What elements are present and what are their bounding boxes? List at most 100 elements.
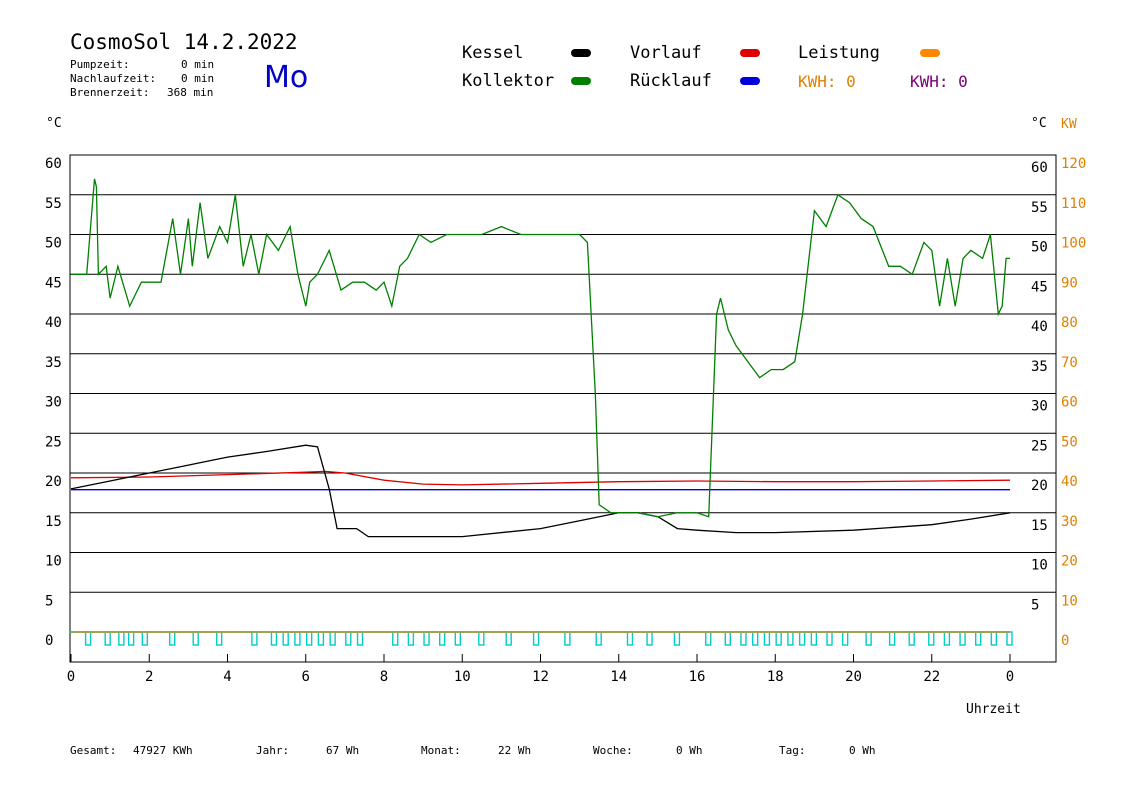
pump-mark [407,631,415,646]
y-tick-right: 40 [1031,319,1048,335]
total-value: 47927 KWh [133,744,193,757]
legend-leistung: Leistung [798,43,880,63]
x-tick-label: 4 [223,669,231,685]
legend-kollektor-swatch [571,77,591,85]
x-axis-label: Uhrzeit [966,702,1021,717]
pump-mark [84,631,92,646]
pump-mark [975,631,982,646]
x-tick-label: 0 [1006,669,1014,685]
y-tick-right: 20 [1031,478,1048,494]
series-kessel [70,444,1011,538]
week-label: Woche: [593,744,633,757]
month-value: 22 Wh [498,744,532,757]
pump-mark [908,631,915,646]
y-tick-left: 45 [45,275,62,291]
y-tick-right: 50 [1031,240,1048,256]
pump-time-label: Pumpzeit: [70,58,130,71]
pump-mark [192,631,199,646]
pump-mark [392,631,399,646]
pump-mark [888,631,896,646]
pump-mark [751,631,759,646]
left-axis-unit: °C [46,116,62,131]
x-tick-label: 22 [923,669,940,685]
after-run-label: Nachlaufzeit: [70,72,157,85]
total-label: Gesamt: [70,744,117,757]
pump-mark [169,631,176,646]
weekday-label: Mo [264,60,309,95]
day-label: Tag: [779,744,806,757]
legend-kollektor: Kollektor [462,71,555,91]
pump-mark [118,631,125,646]
kwh-purple: KWH: 0 [910,72,968,91]
y-tick-right: 45 [1031,279,1048,295]
year-label: Jahr: [256,744,290,757]
y-tick-right: 5 [1031,597,1039,613]
y2-tick: 50 [1061,434,1078,450]
y2-tick: 0 [1061,633,1069,649]
x-tick-label: 12 [532,669,549,685]
y-tick-right: 30 [1031,399,1048,415]
pump-mark [763,631,771,646]
pump-mark [505,631,512,646]
after-run-value: 0 min [181,72,215,85]
pump-mark [595,631,602,646]
legend-kessel-swatch [571,49,591,57]
pump-mark [478,631,485,646]
chart-title: CosmoSol 14.2.2022 [70,30,298,54]
y2-tick: 90 [1061,275,1078,291]
y-tick-left: 50 [45,236,62,252]
y-tick-right: 15 [1031,518,1048,534]
legend-ruecklauf-swatch [740,77,760,85]
y-tick-left: 60 [45,156,62,172]
series-vorlauf [70,470,1011,486]
pump-mark [294,631,301,646]
pump-mark [251,631,258,646]
y-tick-left: 40 [45,315,62,331]
day-value: 0 Wh [849,744,876,757]
y-tick-left: 15 [45,514,62,530]
pump-mark [282,631,289,646]
y-tick-right: 60 [1031,160,1048,176]
y2-tick: 60 [1061,395,1078,411]
week-value: 0 Wh [676,744,703,757]
x-tick-label: 6 [302,669,310,685]
pump-mark [345,631,352,646]
legend-leistung-swatch [920,49,940,57]
pump-mark [841,631,849,646]
y-tick-right: 55 [1031,200,1048,216]
pump-mark [990,631,998,646]
y2-tick: 30 [1061,514,1078,530]
pump-mark [104,631,111,646]
pump-mark [787,631,794,646]
pump-mark [626,631,634,646]
y2-tick: 70 [1061,355,1078,371]
pump-time-value: 0 min [181,58,215,71]
month-label: Monat: [421,744,461,757]
pump-mark [127,631,135,646]
legend-kessel: Kessel [462,43,524,63]
y2-tick: 40 [1061,474,1078,490]
y-tick-left: 0 [45,633,53,649]
y-tick-right: 10 [1031,558,1048,574]
y-tick-left: 20 [45,474,62,490]
y-tick-left: 30 [45,395,62,411]
pump-mark [646,631,653,646]
pump-mark [959,631,966,646]
legend-vorlauf: Vorlauf [630,43,702,63]
pump-mark [943,631,951,646]
pump-mark [724,631,731,646]
pump-mark [329,631,336,646]
pump-mark [356,631,364,646]
y2-tick: 100 [1061,236,1086,252]
pump-mark [865,631,872,646]
y-tick-left: 10 [45,554,62,570]
x-tick-label: 16 [689,669,706,685]
burner-time-label: Brennerzeit: [70,86,150,99]
y2-tick: 110 [1061,196,1086,212]
pump-mark [775,631,782,646]
series-kollektor [71,178,1010,518]
pump-mark [423,631,430,646]
pump-mark [798,631,806,646]
pump-mark [928,631,935,646]
y2-tick: 20 [1061,554,1078,570]
